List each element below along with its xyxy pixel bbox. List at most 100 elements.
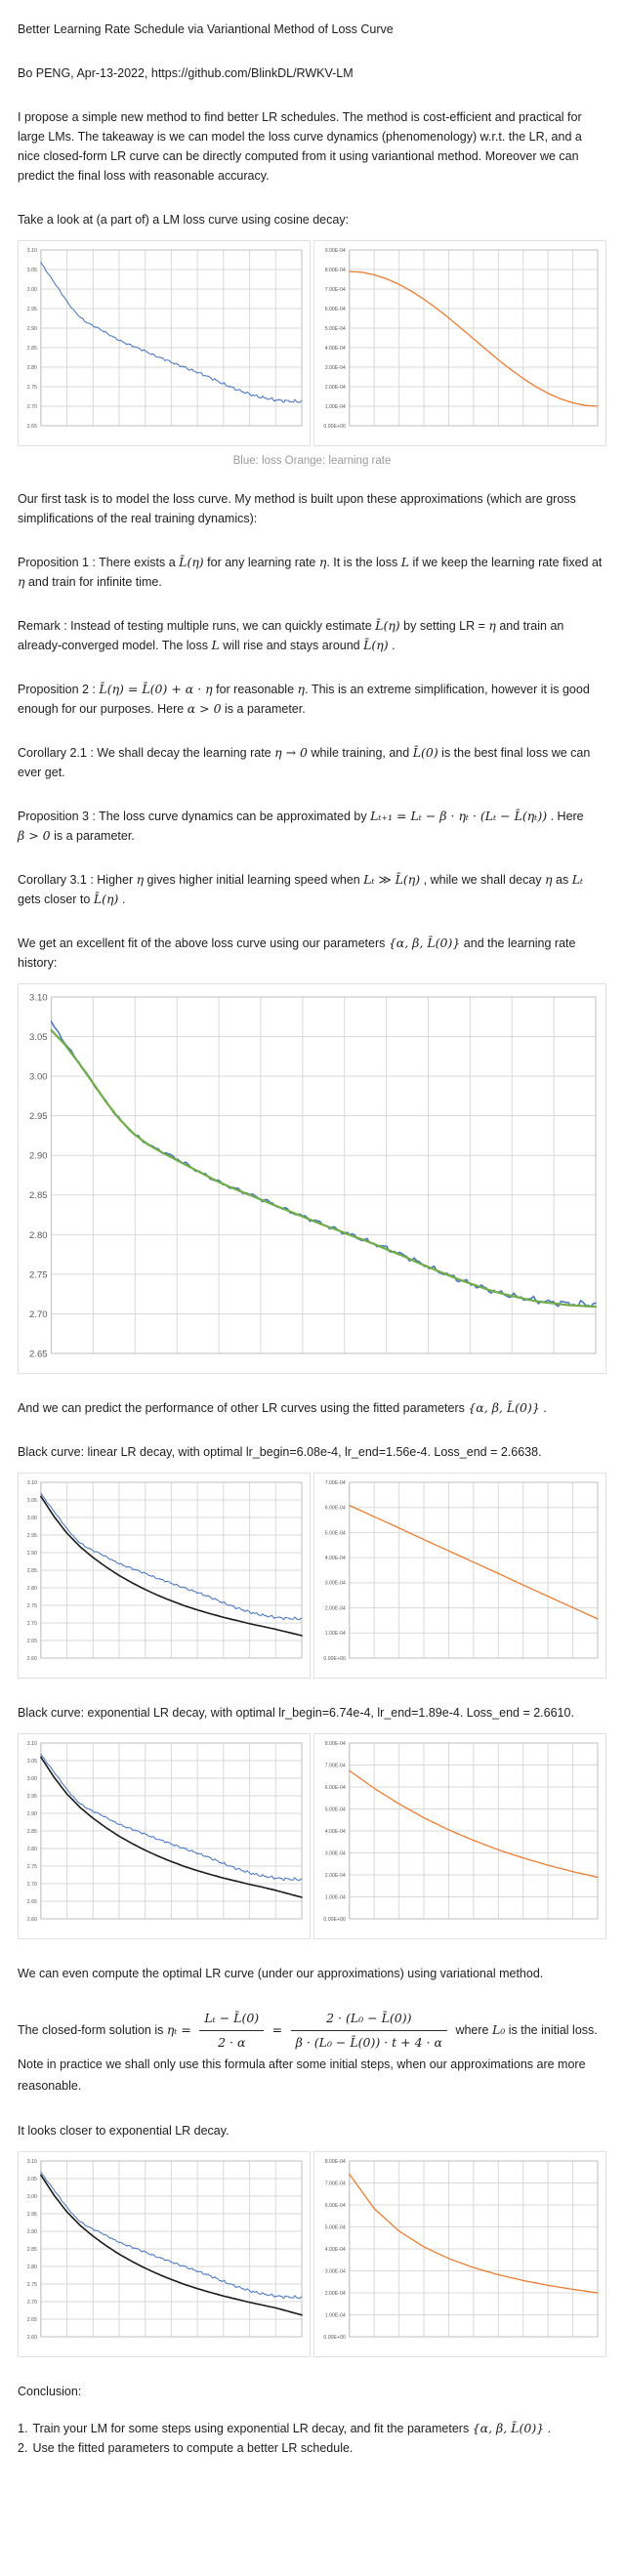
svg-text:4.00E-04: 4.00E-04 xyxy=(325,1556,346,1561)
math-inline: L̄(0) xyxy=(412,745,438,760)
fraction-numerator: 2 · (L₀ − L̄(0)) xyxy=(290,2008,447,2031)
math-inline: L̄(η) = L̄(0) + α · η xyxy=(99,682,213,696)
take-a-look-paragraph: Take a look at (a part of) a LM loss cur… xyxy=(18,213,350,227)
remark: Remark : Instead of testing multiple run… xyxy=(18,618,564,652)
math-inline: L xyxy=(211,638,220,652)
math-inline: {α, β, L̄(0)} xyxy=(472,2421,545,2435)
page-title: Better Learning Rate Schedule via Varian… xyxy=(18,22,394,36)
math-inline: η xyxy=(545,872,553,887)
svg-text:2.85: 2.85 xyxy=(27,2247,37,2253)
svg-text:8.00E-04: 8.00E-04 xyxy=(325,1741,346,1747)
svg-text:4.00E-04: 4.00E-04 xyxy=(325,2247,346,2253)
fraction-denominator: β · (L₀ − L̄(0)) · t + 4 · α xyxy=(295,2035,442,2050)
lr-chart-exponential: 8.00E-04 7.00E-04 6.00E-04 5.00E-04 4.00E-04… xyxy=(313,1733,606,1939)
svg-text:2.70: 2.70 xyxy=(27,2300,37,2306)
svg-text:2.95: 2.95 xyxy=(27,2212,37,2218)
svg-text:2.75: 2.75 xyxy=(27,1603,37,1609)
svg-text:9.00E-04: 9.00E-04 xyxy=(325,248,346,254)
svg-text:2.85: 2.85 xyxy=(27,346,37,352)
svg-text:2.85: 2.85 xyxy=(27,1568,37,1574)
svg-text:5.00E-04: 5.00E-04 xyxy=(325,1530,346,1536)
list-item: 1. Train your LM for some steps using ex… xyxy=(18,2419,606,2438)
svg-text:3.00: 3.00 xyxy=(29,1072,48,1083)
svg-text:2.70: 2.70 xyxy=(27,404,37,410)
svg-text:2.85: 2.85 xyxy=(29,1190,48,1201)
loss-chart-variational: 3.10 3.05 3.00 2.95 2.90 2.85 2.80 2.75 2.70 2.65… xyxy=(18,2151,311,2357)
svg-text:6.00E-04: 6.00E-04 xyxy=(325,2203,346,2209)
svg-text:8.00E-04: 8.00E-04 xyxy=(325,2159,346,2165)
svg-text:6.00E-04: 6.00E-04 xyxy=(325,1506,346,1512)
list-item-number: 2. xyxy=(18,2441,28,2455)
formula-tail: where L₀ is the initial loss. Note in pr… xyxy=(18,2021,598,2093)
svg-text:5.00E-04: 5.00E-04 xyxy=(325,326,346,332)
svg-text:2.00E-04: 2.00E-04 xyxy=(325,1605,346,1611)
svg-text:7.00E-04: 7.00E-04 xyxy=(325,1763,346,1768)
svg-text:2.65: 2.65 xyxy=(27,1639,37,1644)
list-item-text: Train your LM for some steps using expon… xyxy=(32,2421,552,2435)
svg-text:2.70: 2.70 xyxy=(27,1882,37,1888)
lr-chart-cosine: 9.00E-04 8.00E-04 7.00E-04 6.00E-04 5.00E-04… xyxy=(313,240,606,446)
math-inline: L̄(η) xyxy=(93,892,119,906)
svg-text:3.00E-04: 3.00E-04 xyxy=(325,1581,346,1587)
svg-text:2.80: 2.80 xyxy=(29,1230,48,1241)
corollary-3-1: Corollary 3.1 : Higher η gives higher in… xyxy=(18,872,584,906)
math-inline: α > 0 xyxy=(187,701,222,716)
fraction-numerator: Lₜ − L̄(0) xyxy=(199,2008,265,2031)
variational-chart-pair: 3.10 3.05 3.00 2.95 2.90 2.85 2.80 2.75 2.70 2.65… xyxy=(18,2151,606,2357)
math-inline: Lₜ xyxy=(571,872,584,887)
svg-text:3.00E-04: 3.00E-04 xyxy=(325,365,346,371)
svg-text:2.60: 2.60 xyxy=(27,1656,37,1662)
svg-text:2.80: 2.80 xyxy=(27,365,37,371)
svg-text:5.00E-04: 5.00E-04 xyxy=(325,2224,346,2230)
svg-text:0.00E+00: 0.00E+00 xyxy=(323,1656,345,1662)
fraction-denominator: 2 · α xyxy=(218,2035,246,2050)
math-inline: η xyxy=(488,618,496,633)
proposition-2: Proposition 2 : L̄(η) = L̄(0) + α · η fo… xyxy=(18,682,590,716)
lr-chart-variational: 8.00E-04 7.00E-04 6.00E-04 5.00E-04 4.00E-04… xyxy=(313,2151,606,2357)
svg-text:3.10: 3.10 xyxy=(27,1480,37,1486)
formula-equals: = xyxy=(271,2021,283,2037)
list-item-number: 1. xyxy=(18,2422,28,2435)
svg-text:2.80: 2.80 xyxy=(27,1847,37,1852)
svg-text:3.05: 3.05 xyxy=(27,2177,37,2182)
proposition-1: Proposition 1 : There exists a L̄(η) for… xyxy=(18,555,603,589)
proposition-3: Proposition 3 : The loss curve dynamics … xyxy=(18,809,584,843)
article: Better Learning Rate Schedule via Varian… xyxy=(18,22,606,2458)
conclusion-list: 1. Train your LM for some steps using ex… xyxy=(18,2419,606,2458)
svg-text:3.00E-04: 3.00E-04 xyxy=(325,1850,346,1856)
formula-fraction-1: Lₜ − L̄(0) 2 · α xyxy=(199,2008,265,2054)
list-item: 2. Use the fitted parameters to compute … xyxy=(18,2438,606,2458)
svg-text:5.00E-04: 5.00E-04 xyxy=(325,1807,346,1812)
lr-chart-linear: 7.00E-04 6.00E-04 5.00E-04 4.00E-04 3.00E-04… xyxy=(313,1473,606,1679)
math-inline: L̄(η) xyxy=(179,555,204,569)
formula-lhs: ηₜ = xyxy=(166,2021,191,2037)
svg-text:0.00E+00: 0.00E+00 xyxy=(323,424,345,430)
svg-text:7.00E-04: 7.00E-04 xyxy=(325,2181,346,2186)
predict-paragraph: And we can predict the performance of ot… xyxy=(18,1400,547,1415)
svg-text:2.85: 2.85 xyxy=(27,1829,37,1835)
loss-chart-exponential: 3.10 3.05 3.00 2.95 2.90 2.85 2.80 2.75 2.70 2.65… xyxy=(18,1733,311,1939)
math-inline: η xyxy=(297,682,306,696)
svg-text:3.00: 3.00 xyxy=(27,2194,37,2200)
svg-text:2.95: 2.95 xyxy=(27,1794,37,1800)
byline: Bo PENG, Apr-13-2022, https://github.com… xyxy=(18,66,354,80)
svg-text:3.05: 3.05 xyxy=(27,1498,37,1504)
svg-text:2.65: 2.65 xyxy=(27,2317,37,2323)
svg-text:3.00: 3.00 xyxy=(27,1516,37,1521)
intro-paragraph: I propose a simple new method to find be… xyxy=(18,110,582,183)
first-task-paragraph: Our first task is to model the loss curv… xyxy=(18,492,576,525)
closed-form-paragraph: The closed-form solution is ηₜ = Lₜ − L̄… xyxy=(18,2008,606,2097)
svg-text:3.00: 3.00 xyxy=(27,1776,37,1782)
list-item-text: Use the fitted parameters to compute a b… xyxy=(32,2441,354,2455)
svg-text:2.60: 2.60 xyxy=(27,1917,37,1923)
math-inline: η → 0 xyxy=(274,745,308,760)
exp-result-paragraph: Black curve: exponential LR decay, with … xyxy=(18,1706,574,1720)
svg-text:2.75: 2.75 xyxy=(27,1864,37,1870)
svg-text:2.95: 2.95 xyxy=(29,1111,48,1122)
formula-fraction-2: 2 · (L₀ − L̄(0)) β · (L₀ − L̄(0)) · t + 4… xyxy=(290,2008,447,2054)
svg-text:2.90: 2.90 xyxy=(27,2229,37,2235)
math-inline: η xyxy=(18,574,25,589)
variational-paragraph: We can even compute the optimal LR curve… xyxy=(18,1967,544,1980)
svg-text:2.65: 2.65 xyxy=(29,1349,48,1359)
